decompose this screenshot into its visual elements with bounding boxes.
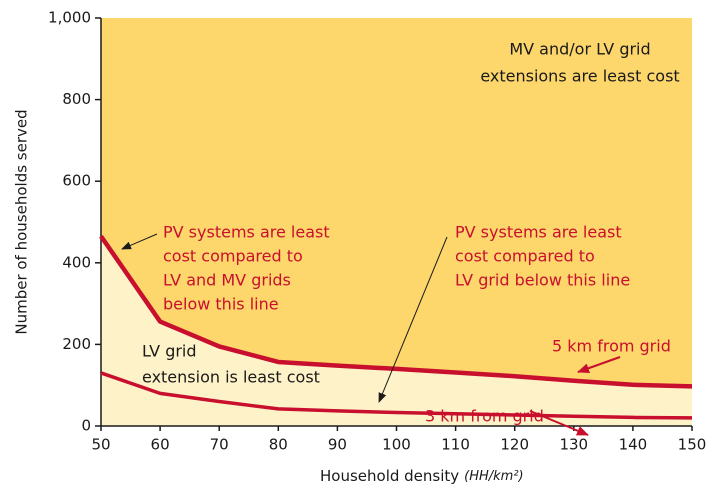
x-tick-label: 140: [619, 436, 648, 454]
y-tick-label: 400: [62, 253, 91, 271]
x-tick-label: 60: [151, 436, 170, 454]
y-tick-label: 600: [62, 172, 91, 190]
x-axis-unit: (HH/km²): [464, 469, 523, 484]
upper-region: [101, 18, 692, 387]
annotation: extensions are least cost: [480, 67, 679, 86]
series-line: [100, 371, 693, 420]
x-tick-label: 90: [328, 436, 347, 454]
annotation: extension is least cost: [142, 368, 320, 387]
annotation: MV and/or LV grid: [509, 40, 650, 59]
annotation: PV systems are least: [455, 223, 622, 242]
x-tick-label: 80: [269, 436, 288, 454]
annotation-arrow: [121, 233, 158, 250]
x-tick-label: 70: [210, 436, 229, 454]
y-axis-label: Number of households served: [13, 109, 31, 334]
annotation-arrow: [378, 236, 448, 403]
series-label: 3 km from grid: [425, 407, 544, 426]
annotation: below this line: [163, 295, 279, 314]
y-tick-label: 200: [62, 335, 91, 353]
x-tick-label: 50: [91, 436, 110, 454]
annotation: cost compared to: [163, 247, 303, 266]
y-tick-label: 800: [62, 90, 91, 108]
series-label-arrow: [529, 410, 589, 436]
x-tick-label: 100: [382, 436, 411, 454]
annotation: LV grid: [142, 342, 197, 361]
series-label: 5 km from grid: [552, 337, 671, 356]
series-label-arrow: [577, 356, 621, 374]
series-line: [99, 234, 693, 389]
annotation: cost compared to: [455, 247, 595, 266]
y-tick-label: 0: [81, 417, 91, 435]
annotation: LV and MV grids: [163, 271, 291, 290]
annotation: PV systems are least: [163, 223, 330, 242]
x-axis-label-text: Household density: [320, 467, 459, 485]
x-tick-label: 150: [678, 436, 707, 454]
x-tick-label: 120: [500, 436, 529, 454]
annotation: LV grid below this line: [455, 271, 630, 290]
x-tick-label: 110: [441, 436, 470, 454]
x-axis-label: Household density (HH/km²): [320, 467, 524, 485]
y-tick-label: 1,000: [48, 9, 91, 27]
x-tick-label: 130: [559, 436, 588, 454]
